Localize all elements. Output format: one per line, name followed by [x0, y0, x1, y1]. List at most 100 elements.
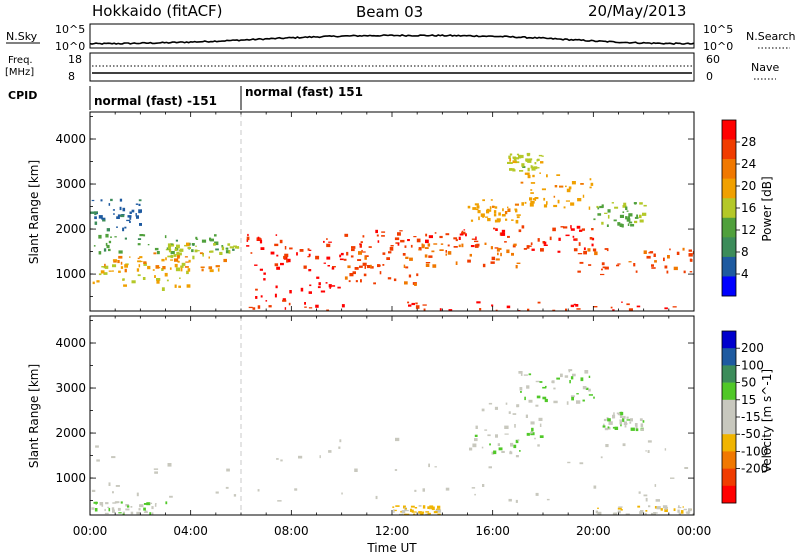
velocity-cell	[553, 387, 556, 390]
velocity-cell	[491, 451, 495, 455]
power-cell	[326, 238, 328, 240]
power-cell	[161, 258, 165, 262]
velocity-cell	[579, 462, 584, 465]
velocity-cell	[576, 393, 579, 395]
power-cell	[491, 304, 494, 307]
power-cell	[387, 277, 392, 280]
velocity-cell	[664, 508, 668, 512]
power-cell	[94, 211, 97, 216]
power-cell	[167, 245, 171, 250]
power-cell	[521, 225, 525, 229]
power-cell	[364, 256, 367, 260]
power-cell	[161, 287, 165, 291]
velocity-cell	[623, 421, 627, 425]
power-cell	[170, 255, 174, 259]
power-cell	[138, 203, 141, 206]
power-cell	[274, 293, 277, 298]
power-cell	[634, 216, 639, 219]
power-cell	[361, 251, 366, 253]
power-cell	[124, 268, 127, 273]
power-cell	[274, 243, 279, 247]
velocity-cell	[95, 445, 99, 448]
velocity-colorbar-label: Velocity [m s^-1]	[760, 369, 774, 473]
power-cell	[461, 230, 464, 233]
power-cell	[304, 306, 307, 308]
velocity-cell	[403, 513, 407, 515]
velocity-cell	[104, 512, 109, 515]
power-cell	[395, 242, 400, 244]
velocity-cell	[394, 509, 397, 512]
power-cell	[623, 202, 627, 207]
power-cell	[407, 239, 410, 242]
power-cell	[225, 250, 231, 254]
power-cell	[440, 243, 444, 245]
power-cell	[425, 263, 430, 267]
power-cell	[533, 166, 538, 170]
power-cell	[263, 278, 266, 281]
velocity-cell	[504, 425, 509, 429]
power-cell	[578, 242, 581, 246]
velocity-cell	[115, 501, 120, 504]
velocity-cell	[660, 508, 663, 511]
power-cell	[425, 262, 431, 264]
power-cell	[425, 239, 429, 244]
power-cell	[601, 268, 603, 271]
power-colorbar: 4 8 12 16 20 24 28	[721, 119, 756, 297]
power-cell	[361, 249, 363, 252]
velocity-cell	[427, 512, 431, 515]
velocity-cell	[122, 513, 125, 515]
power-y-tick-label: 2000	[55, 222, 86, 236]
power-cell	[124, 226, 127, 229]
nsearch-label: N.Search	[746, 30, 796, 43]
velocity-cell	[528, 399, 533, 403]
velocity-cell	[493, 450, 497, 455]
power-cell	[439, 308, 442, 311]
velocity-cell	[613, 512, 617, 515]
velocity-cell	[567, 461, 571, 464]
power-cell	[326, 309, 329, 311]
power-cell	[520, 181, 524, 184]
velocity-cell	[487, 434, 491, 437]
power-cell	[283, 255, 287, 259]
power-cell	[143, 262, 147, 266]
power-colorbar-label: Power [dB]	[760, 176, 774, 241]
power-cell	[628, 308, 633, 311]
power-cell	[376, 234, 379, 237]
power-cell	[625, 216, 628, 220]
power-cell	[282, 298, 286, 301]
power-cell	[167, 255, 172, 258]
x-tick-label: 20:00	[576, 524, 611, 538]
power-cell	[587, 248, 591, 252]
power-cell	[673, 266, 678, 271]
power-cell	[308, 269, 312, 272]
power-cell	[423, 308, 426, 311]
velocity-cell	[654, 484, 657, 487]
power-cell	[186, 284, 191, 288]
power-cell	[377, 240, 380, 243]
power-cell	[546, 174, 548, 178]
velocity-cell	[542, 396, 547, 400]
power-cell	[414, 283, 417, 286]
power-cell	[588, 206, 591, 210]
power-cell	[362, 262, 367, 266]
power-cell	[537, 167, 540, 169]
power-cell	[351, 246, 356, 249]
power-cell	[215, 265, 220, 268]
power-colorbar-swatch	[722, 237, 736, 258]
power-cell	[601, 262, 605, 266]
velocity-cell	[524, 396, 526, 401]
velocity-cell	[643, 494, 648, 497]
power-cell	[415, 305, 420, 309]
power-cell	[201, 268, 204, 272]
power-cell	[482, 263, 486, 268]
velocity-cell	[614, 426, 619, 430]
velocity-cell	[608, 421, 613, 425]
power-cell	[175, 267, 180, 272]
power-cell	[504, 211, 508, 215]
power-cell	[421, 243, 424, 247]
power-cell	[276, 254, 279, 257]
power-cell	[265, 300, 268, 302]
velocity-cell	[280, 459, 283, 462]
power-cell	[320, 290, 326, 293]
velocity-colorbar-tick-label: -100	[741, 444, 768, 458]
